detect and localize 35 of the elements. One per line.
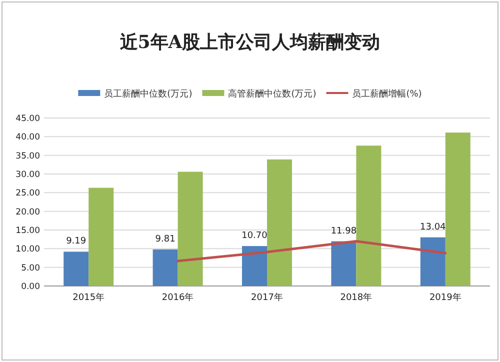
bar: [331, 241, 356, 286]
y-tick-label: 45.00: [16, 114, 40, 124]
data-label: 13.04: [420, 222, 446, 232]
y-tick-label: 30.00: [16, 170, 40, 180]
bar: [64, 252, 89, 286]
data-label: 10.70: [242, 231, 268, 242]
legend-label: 高管薪酬中位数(万元): [228, 88, 316, 100]
bar: [178, 172, 203, 286]
bar: [152, 249, 178, 286]
data-label: 9.81: [155, 234, 176, 244]
y-tick-label: 40.00: [16, 132, 40, 143]
data-label: 9.19: [66, 236, 86, 247]
bar: [242, 246, 267, 286]
y-tick-label: 15.00: [16, 226, 40, 236]
bar: [267, 159, 292, 286]
y-tick-label: 20.00: [16, 207, 40, 218]
y-tick-label: 25.00: [16, 188, 40, 199]
legend-label: 员工薪酬中位数(万元): [104, 88, 192, 100]
y-tick-label: 10.00: [16, 244, 40, 255]
x-tick-label: 2015年: [72, 292, 105, 303]
line-series: [176, 240, 447, 262]
bar: [420, 237, 446, 286]
bar: [88, 188, 114, 286]
x-tick-label: 2018年: [340, 292, 372, 303]
chart-title: 近5年A股上市公司人均薪酬变动: [118, 32, 380, 53]
legend-label: 员工薪酬增幅(%): [352, 88, 422, 100]
y-tick-label: 5.00: [21, 263, 40, 274]
bar: [445, 132, 470, 286]
x-tick-label: 2016年: [162, 292, 194, 303]
x-tick-label: 2017年: [251, 292, 283, 303]
data-label: 11.98: [330, 226, 357, 236]
x-tick-label: 2019年: [429, 292, 462, 303]
y-tick-label: 35.00: [16, 151, 40, 162]
y-tick-label: 0.00: [21, 282, 40, 292]
bar: [356, 146, 382, 286]
